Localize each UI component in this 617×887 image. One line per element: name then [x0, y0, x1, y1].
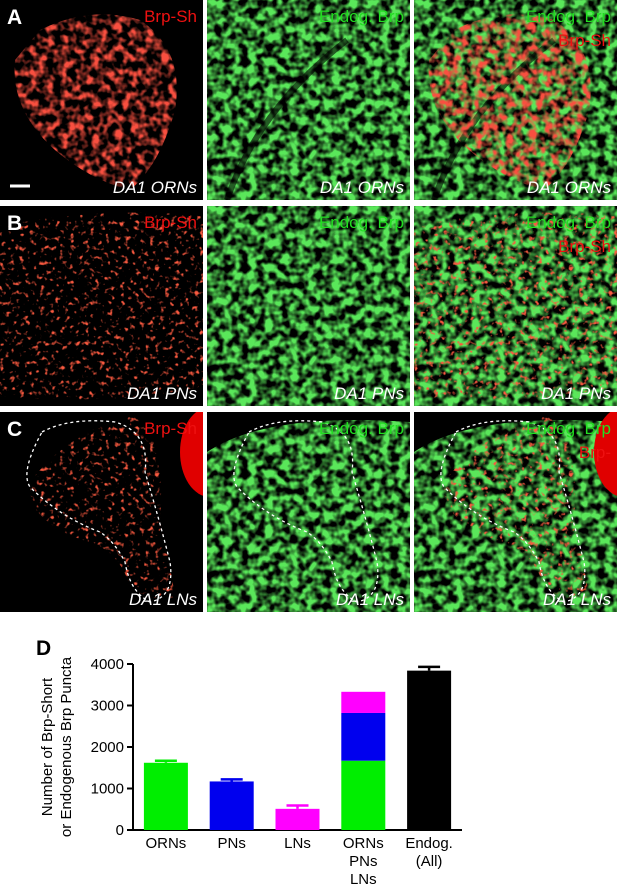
error-bar	[154, 759, 177, 763]
channel-label: Brp-Sh	[144, 7, 197, 26]
green-signal	[207, 420, 410, 612]
red-signal	[444, 416, 589, 599]
red-signal	[414, 212, 617, 400]
channel-label: Endog. Brp	[526, 213, 611, 232]
channel-label: Endog. Brp	[319, 213, 404, 232]
channel-label: Brp-Sh	[558, 31, 611, 50]
panel-letter: C	[7, 418, 22, 441]
panel: Endog. Brp DA1 PNs	[207, 206, 410, 406]
bar	[143, 762, 188, 830]
bar	[407, 670, 452, 830]
bar-chart: D Number of Brp-Short or Endogenous Brp Pu…	[36, 637, 462, 887]
panel: Endog. Brp DA1 ORNs	[207, 0, 410, 200]
region-label: DA1 PNs	[541, 384, 611, 403]
x-tick-label: ORNs PNs LNs	[343, 835, 384, 887]
red-signal	[30, 416, 175, 599]
panel-letter: D	[36, 637, 51, 660]
bar	[275, 808, 320, 830]
region-label: DA1 ORNs	[527, 178, 612, 197]
outline	[233, 420, 379, 603]
red-signal	[428, 14, 591, 190]
error-bar	[286, 804, 309, 809]
panel: Endog. Brp Brp-Sh DA1 ORNs	[414, 0, 617, 200]
bar	[341, 760, 386, 830]
green-signal	[207, 0, 410, 200]
channel-label: Brp-Sh	[144, 419, 197, 438]
red-cell	[180, 412, 203, 496]
panel-letter: B	[7, 212, 22, 235]
region-label: DA1 PNs	[334, 384, 404, 403]
bar	[209, 781, 254, 830]
y-tick-label: 1000	[91, 781, 124, 798]
y-tick-label: 0	[116, 822, 124, 839]
x-tick-label: LNs	[284, 835, 311, 852]
bar	[341, 691, 386, 713]
y-tick-label: 3000	[91, 698, 124, 715]
x-tick-label: PNs	[218, 835, 246, 852]
panel: Brp-Sh DA1 ORNs A	[0, 0, 203, 200]
error-bar	[418, 665, 441, 671]
x-tick-label: Endog. (All)	[405, 835, 453, 870]
channel-label: Endog. Brp	[319, 7, 404, 26]
bar	[341, 712, 386, 761]
region-label: DA1 ORNs	[320, 178, 405, 197]
panel: Brp-Sh DA1 PNs B	[0, 206, 203, 406]
region-label: DA1 ORNs	[113, 178, 198, 197]
region-label: DA1 LNs	[336, 590, 405, 609]
channel-label: Brp-Sh	[558, 237, 611, 256]
green-signal	[207, 206, 410, 406]
panel: Endog. Brp Brp-Sh DA1 PNs	[414, 206, 617, 406]
y-axis-label: or Endogenous Brp Puncta	[58, 656, 75, 837]
red-signal	[0, 212, 203, 400]
channel-label: Endog. Brp	[319, 419, 404, 438]
region-label: DA1 PNs	[127, 384, 197, 403]
region-label: DA1 LNs	[543, 590, 612, 609]
groove	[224, 37, 349, 200]
panel: Endog. Brp Brp- DA1 LNs	[414, 412, 617, 612]
channel-label: Brp-	[579, 443, 611, 462]
channel-label: Endog. Brp	[526, 419, 611, 438]
outline	[440, 420, 586, 603]
channel-label: Endog. Brp	[526, 7, 611, 26]
error-bar	[220, 778, 243, 782]
x-tick-label: ORNs	[145, 835, 186, 852]
y-tick-label: 2000	[91, 739, 124, 756]
red-signal	[14, 14, 177, 190]
red-cell	[594, 412, 617, 496]
panel-letter: A	[7, 6, 22, 29]
y-axis-label: Number of Brp-Short	[39, 677, 56, 816]
y-tick-label: 4000	[91, 656, 124, 673]
region-label: DA1 LNs	[129, 590, 198, 609]
channel-label: Brp-Sh	[144, 213, 197, 232]
outline	[26, 420, 172, 603]
panel: Brp-Sh DA1 LNs C	[0, 412, 203, 612]
panel: Endog. Brp DA1 LNs	[207, 412, 410, 612]
